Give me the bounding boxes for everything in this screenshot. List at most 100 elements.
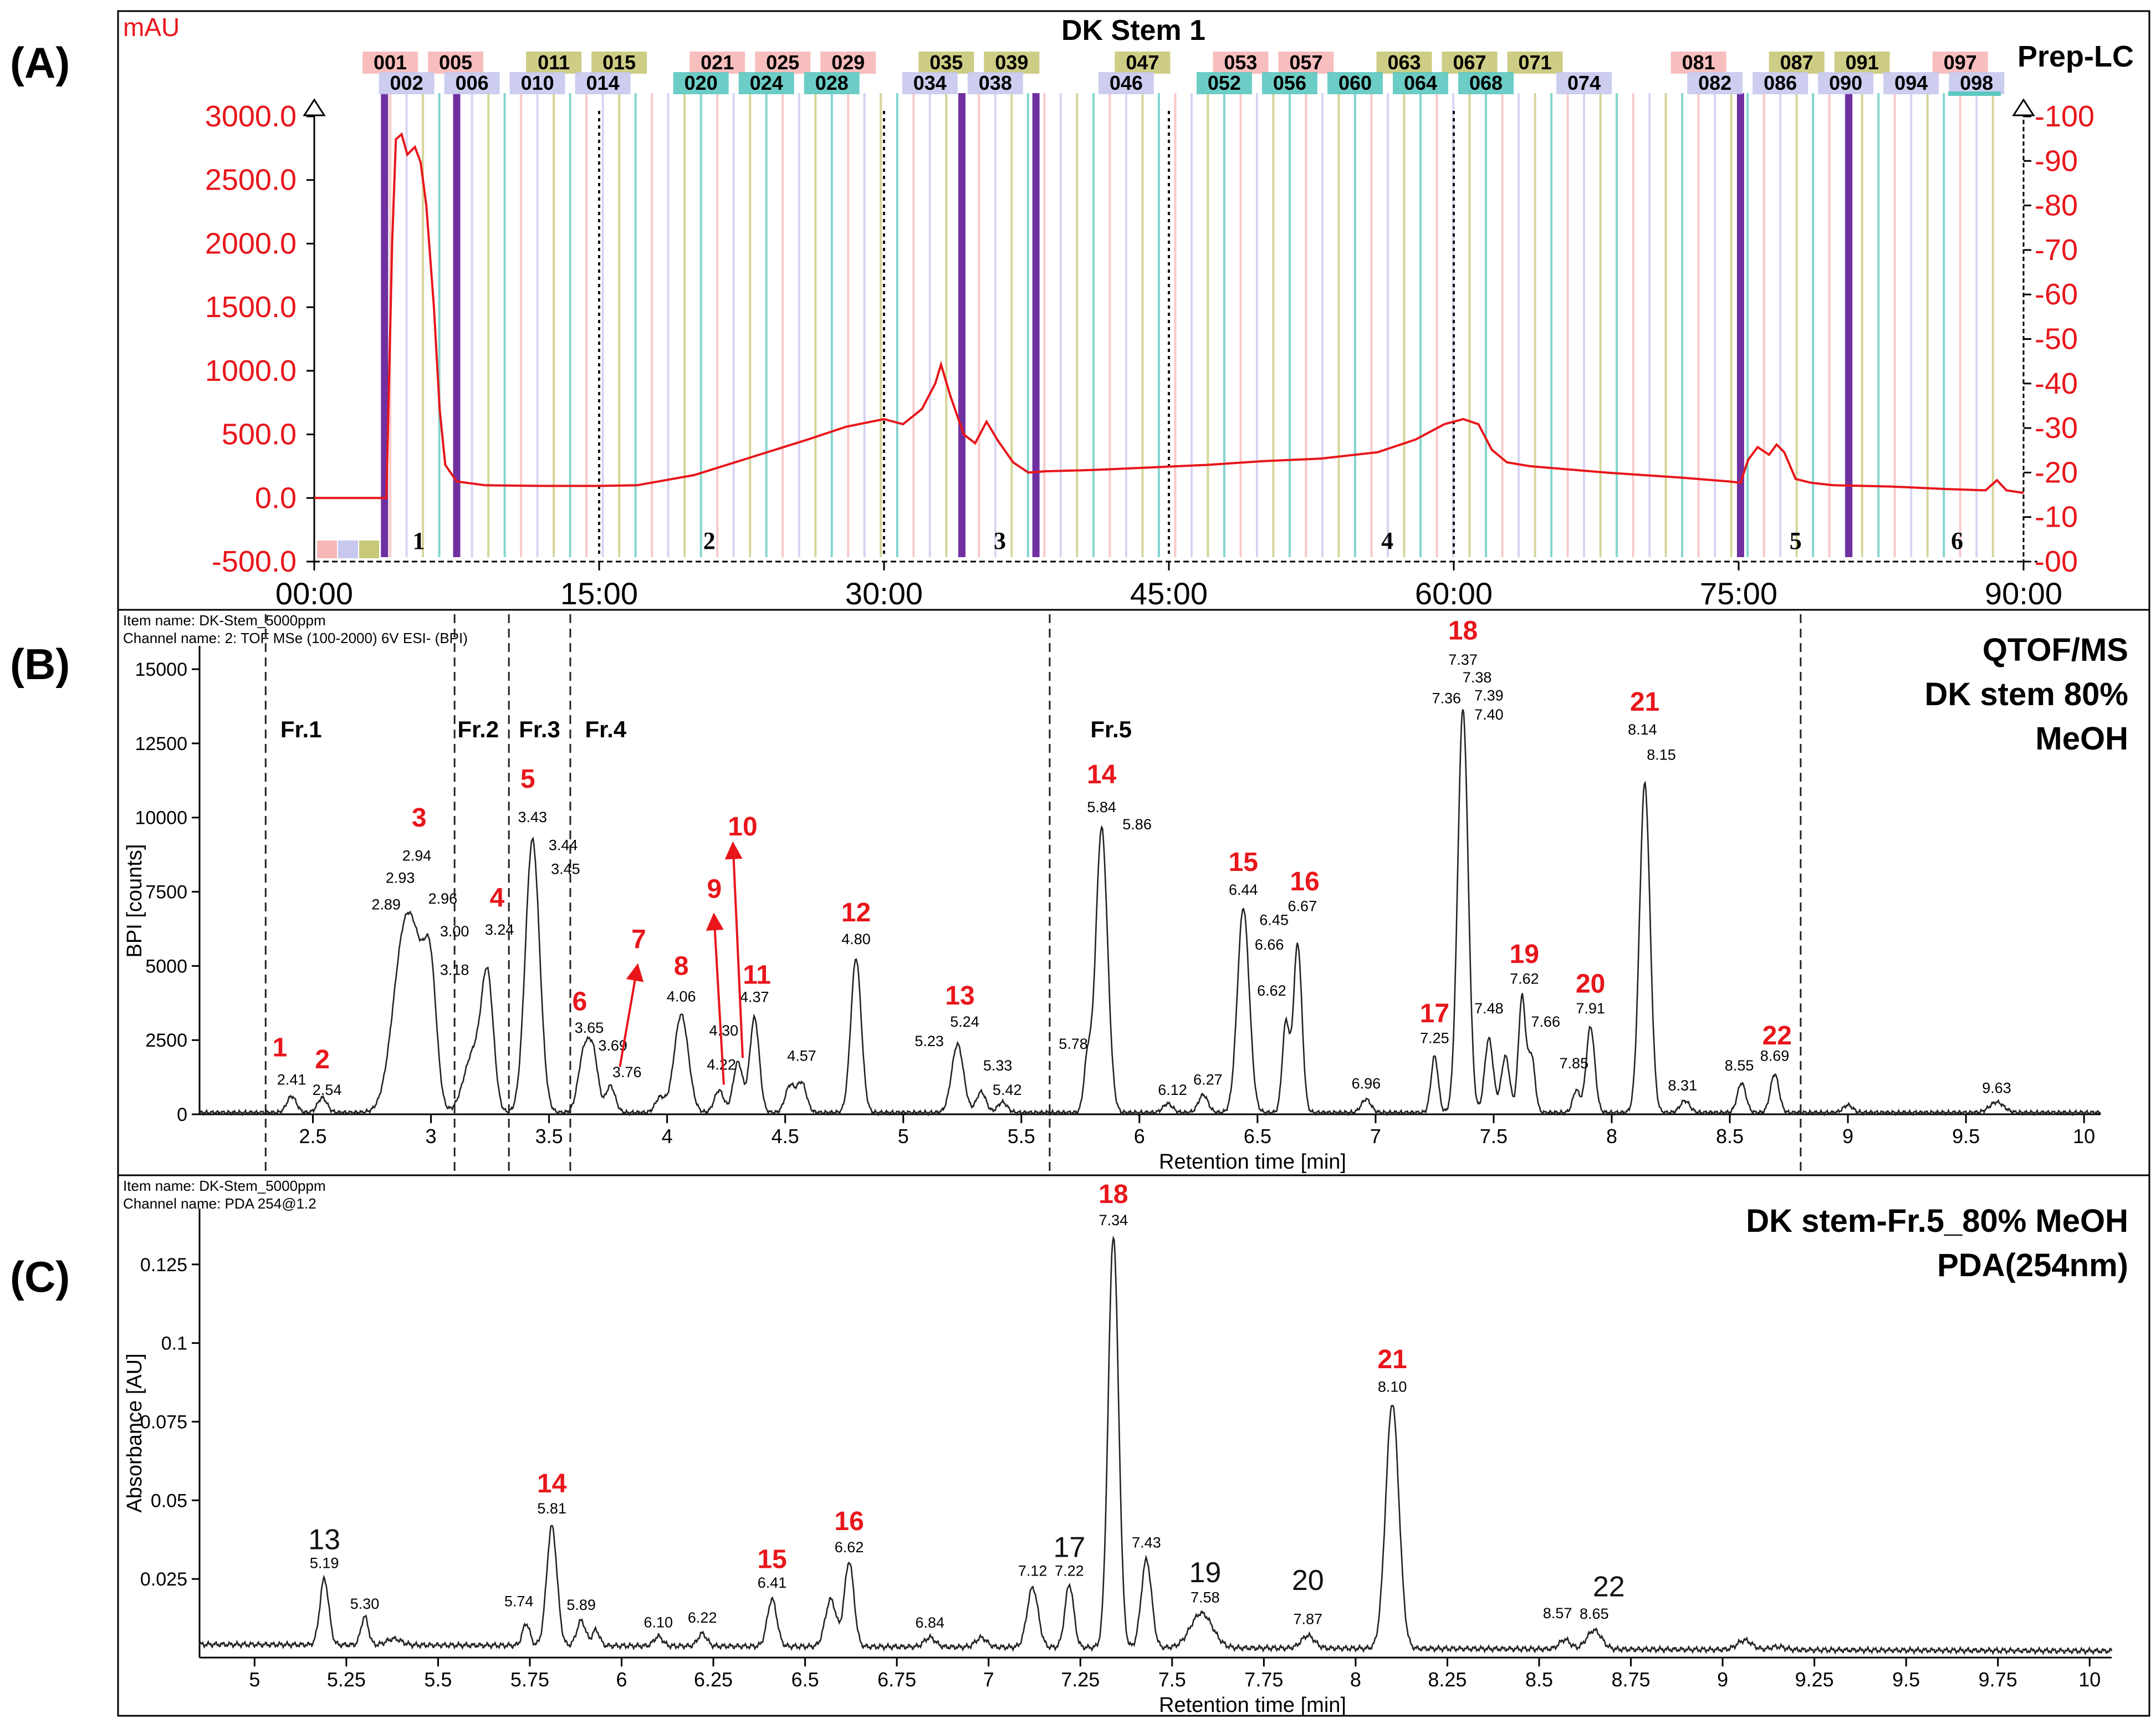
panel-c-axes: 5 5.25 5.5 5.75 6 6.25 6.5 6.75 7 7.25 7.5 7.75 8 8.2…: [140, 1209, 2112, 1691]
peak-number: 21: [1377, 1345, 1407, 1374]
pool-label: 3: [994, 527, 1006, 554]
panel-label-b: (B): [10, 640, 70, 689]
y-right-tick-label: -30: [2035, 411, 2078, 445]
fraction-number: 001: [374, 51, 407, 74]
peak-number: 8: [674, 951, 689, 981]
x-tick-label: 9: [1717, 1668, 1728, 1691]
fraction-tag: [1818, 72, 1874, 94]
peak-number: 15: [757, 1544, 786, 1574]
fraction-tag: [444, 72, 500, 94]
retention-time-label: 7.62: [1510, 970, 1539, 987]
retention-time-label: 6.41: [758, 1574, 787, 1591]
retention-time-label: 2.93: [386, 870, 415, 886]
fraction-number: 081: [1682, 51, 1715, 74]
fraction-tag: [1261, 72, 1317, 94]
x-tick-label: 5.5: [424, 1668, 452, 1691]
retention-time-label: 4.80: [841, 931, 871, 947]
x-tick-label: 8: [1606, 1125, 1617, 1148]
retention-time-label: 6.27: [1193, 1071, 1223, 1088]
peak-number: 18: [1448, 616, 1478, 646]
pool-boundaries: 1 2 3 4 5 6: [381, 93, 1963, 557]
retention-time-label: 7.48: [1474, 1000, 1504, 1017]
y-tick-label: 0.1: [161, 1333, 187, 1354]
y-right-tick-label: -90: [2035, 144, 2078, 177]
peak-number: 16: [834, 1507, 864, 1536]
panel-a-axes: 3000.0 2500.0 2000.0 1500.0 1000.0 500.0 0.0 -5…: [205, 98, 2094, 611]
retention-time-label: 7.37: [1448, 651, 1478, 668]
retention-time-label: 4.06: [667, 988, 696, 1005]
fraction-number: 087: [1780, 51, 1813, 74]
retention-time-label: 8.14: [1628, 721, 1657, 738]
retention-time-label: 2.54: [313, 1082, 342, 1098]
y-tick-label: 15000: [135, 659, 187, 680]
peak-number: 3: [412, 803, 427, 833]
uv-trace: [314, 132, 2024, 499]
peak-number: 21: [1630, 687, 1659, 717]
item-name: Item name: DK-Stem_5000ppm: [123, 1177, 326, 1194]
x-tick-label: 7: [983, 1668, 994, 1691]
x-tick-label: 3: [426, 1125, 437, 1148]
retention-time-label: 7.39: [1474, 687, 1504, 704]
retention-time-label: 5.84: [1087, 799, 1116, 815]
retention-time-label: 7.87: [1294, 1610, 1323, 1627]
retention-time-label: 6.45: [1259, 912, 1289, 929]
retention-time-label: 7.85: [1560, 1055, 1589, 1072]
fraction-number: 098: [1960, 72, 1993, 94]
retention-time-label: 4.57: [787, 1048, 816, 1064]
axis-arrow-left: [303, 98, 326, 116]
x-tick-label: 9.75: [1979, 1668, 2017, 1691]
peak-number: 13: [308, 1523, 340, 1556]
panel-b-axes: 2.5 3 3.5 4 4.5 5 5.5 6 6.5 7 7.5 8 8.5 9 9.5 10 0 2500 50…: [135, 646, 2101, 1148]
fraction-tag: [820, 52, 876, 74]
fraction-label: Fr.3: [519, 716, 560, 742]
retention-time-label: 6.62: [1257, 982, 1286, 999]
retention-time-labels: 2.41 2.54 2.93 2.94 2.89 2.96 3.00 3.18 3.24 3.43…: [277, 651, 2011, 1098]
y-tick-label: 2500: [145, 1030, 187, 1051]
retention-time-label: 3.00: [440, 923, 469, 940]
retention-time-label: 7.58: [1191, 1589, 1220, 1606]
fraction-number: 086: [1764, 72, 1797, 94]
retention-time-label: 3.24: [485, 921, 514, 938]
retention-time-label: 8.65: [1580, 1605, 1609, 1622]
retention-time-label: 8.69: [1760, 1048, 1790, 1064]
y-tick-label: 1500.0: [205, 290, 297, 324]
y-right-tick-label: -40: [2035, 367, 2078, 400]
panel-label-a: (A): [10, 38, 70, 87]
fraction-tag: [1753, 72, 1808, 94]
pool-label: 6: [1951, 527, 1963, 554]
fraction-tag: [509, 72, 565, 94]
y-right-tick-label: -80: [2035, 189, 2078, 222]
fraction-tag: [1442, 52, 1498, 74]
fraction-number: 039: [995, 51, 1028, 74]
retention-time-label: 6.10: [643, 1614, 673, 1631]
corner-label-line-3: MeOH: [2035, 721, 2128, 757]
fraction-lines: [389, 93, 1994, 557]
peak-number: 2: [315, 1045, 330, 1074]
retention-time-label: 8.57: [1543, 1605, 1572, 1622]
fraction-label: Fr.1: [280, 716, 322, 742]
x-tick-label: 8.5: [1525, 1668, 1553, 1691]
retention-time-label: 8.55: [1725, 1057, 1754, 1074]
corner-label-line-1: QTOF/MS: [1983, 632, 2128, 668]
fraction-number: 011: [538, 51, 570, 74]
x-tick-label: 6.5: [791, 1668, 819, 1691]
retention-time-label: 3.43: [518, 809, 548, 825]
peak-number: 6: [573, 987, 587, 1017]
fraction-tag: [1670, 52, 1726, 74]
fraction-number: 034: [913, 72, 947, 94]
fraction-number: 020: [684, 72, 718, 94]
retention-time-label: 9.63: [1982, 1079, 2011, 1096]
panel-a-prep-lc: 1 2 3 4 5 6 3000.0 2500.0 2000.0 1500.0 1000.0 500…: [117, 10, 2150, 611]
fraction-number: 014: [586, 72, 620, 94]
retention-time-label: 7.12: [1018, 1562, 1048, 1579]
x-tick-label: 6.25: [694, 1668, 733, 1691]
fraction-number: 015: [602, 51, 636, 74]
retention-time-label: 7.36: [1432, 690, 1461, 707]
corner-label-line-1: DK stem-Fr.5_80% MeOH: [1746, 1203, 2128, 1239]
fraction-tag: [575, 72, 631, 94]
fraction-tag: [362, 52, 418, 74]
y-tick-label: 0.0: [255, 481, 297, 514]
peak-number: 9: [707, 874, 722, 904]
fraction-label: Fr.5: [1090, 716, 1132, 742]
